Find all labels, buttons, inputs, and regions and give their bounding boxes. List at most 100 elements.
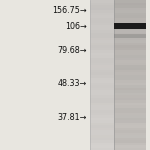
Bar (114, 64, 146, 68)
Bar (90, 135, 114, 138)
Bar (90, 37, 114, 40)
Bar (114, 20, 146, 22)
Bar (90, 17, 114, 20)
Bar (114, 23, 146, 29)
Bar (90, 137, 114, 140)
Bar (114, 50, 146, 52)
Bar (114, 137, 146, 140)
Bar (90, 32, 114, 35)
Bar (90, 117, 114, 120)
Bar (90, 147, 114, 150)
Bar (90, 124, 114, 128)
Bar (90, 85, 114, 87)
Bar (114, 25, 146, 27)
Bar (90, 122, 114, 125)
Bar (114, 47, 146, 50)
Bar (114, 80, 146, 82)
Bar (114, 97, 146, 100)
Bar (114, 115, 146, 117)
Bar (90, 12, 114, 15)
Bar (114, 2, 146, 5)
Bar (114, 100, 146, 102)
Bar (90, 47, 114, 50)
Bar (90, 55, 114, 57)
Bar (114, 52, 146, 55)
Bar (90, 22, 114, 25)
Bar (114, 72, 146, 75)
Bar (90, 70, 114, 72)
Bar (90, 112, 114, 115)
Bar (90, 115, 114, 117)
Bar (90, 127, 114, 130)
Text: 79.68→: 79.68→ (57, 46, 87, 55)
Bar (90, 72, 114, 75)
Bar (114, 87, 146, 90)
Bar (114, 145, 146, 147)
Bar (114, 130, 146, 132)
Text: 37.81→: 37.81→ (58, 112, 87, 122)
Bar (90, 34, 114, 38)
Bar (114, 0, 146, 3)
Bar (114, 34, 146, 38)
Bar (90, 130, 114, 132)
Bar (90, 67, 114, 70)
Bar (114, 122, 146, 125)
Bar (90, 7, 114, 10)
Bar (114, 140, 146, 142)
Bar (90, 107, 114, 110)
Bar (114, 15, 146, 18)
Bar (114, 57, 146, 60)
Bar (90, 15, 114, 18)
Bar (114, 77, 146, 80)
Bar (90, 142, 114, 145)
Bar (114, 45, 146, 48)
Bar (90, 105, 114, 108)
Bar (90, 110, 114, 112)
Bar (0, 0, 90, 150)
Bar (90, 25, 114, 27)
Bar (114, 107, 146, 110)
Bar (90, 64, 114, 68)
Bar (114, 30, 146, 33)
Bar (114, 4, 146, 8)
Bar (114, 70, 146, 72)
Bar (90, 75, 114, 78)
Bar (114, 12, 146, 15)
Bar (90, 52, 114, 55)
Bar (114, 67, 146, 70)
Bar (114, 10, 146, 12)
Bar (114, 112, 146, 115)
Bar (90, 100, 114, 102)
Bar (90, 62, 114, 65)
Bar (114, 85, 146, 87)
Bar (114, 90, 146, 93)
Bar (114, 82, 146, 85)
Bar (90, 80, 114, 82)
Bar (90, 10, 114, 12)
Bar (90, 145, 114, 147)
Bar (90, 2, 114, 5)
Bar (114, 102, 146, 105)
Bar (114, 120, 146, 123)
Bar (90, 92, 114, 95)
Text: 106→: 106→ (65, 22, 87, 31)
Bar (114, 62, 146, 65)
Bar (90, 45, 114, 48)
Bar (90, 87, 114, 90)
Bar (114, 37, 146, 40)
Text: 156.75→: 156.75→ (52, 6, 87, 15)
Bar (90, 77, 114, 80)
Bar (114, 147, 146, 150)
Bar (90, 57, 114, 60)
Bar (114, 110, 146, 112)
Bar (90, 82, 114, 85)
Bar (90, 40, 114, 42)
Bar (114, 117, 146, 120)
Text: 48.33→: 48.33→ (58, 79, 87, 88)
Bar (114, 7, 146, 10)
Bar (90, 42, 114, 45)
Bar (90, 60, 114, 63)
Bar (90, 0, 114, 3)
Bar (114, 132, 146, 135)
Bar (90, 140, 114, 142)
